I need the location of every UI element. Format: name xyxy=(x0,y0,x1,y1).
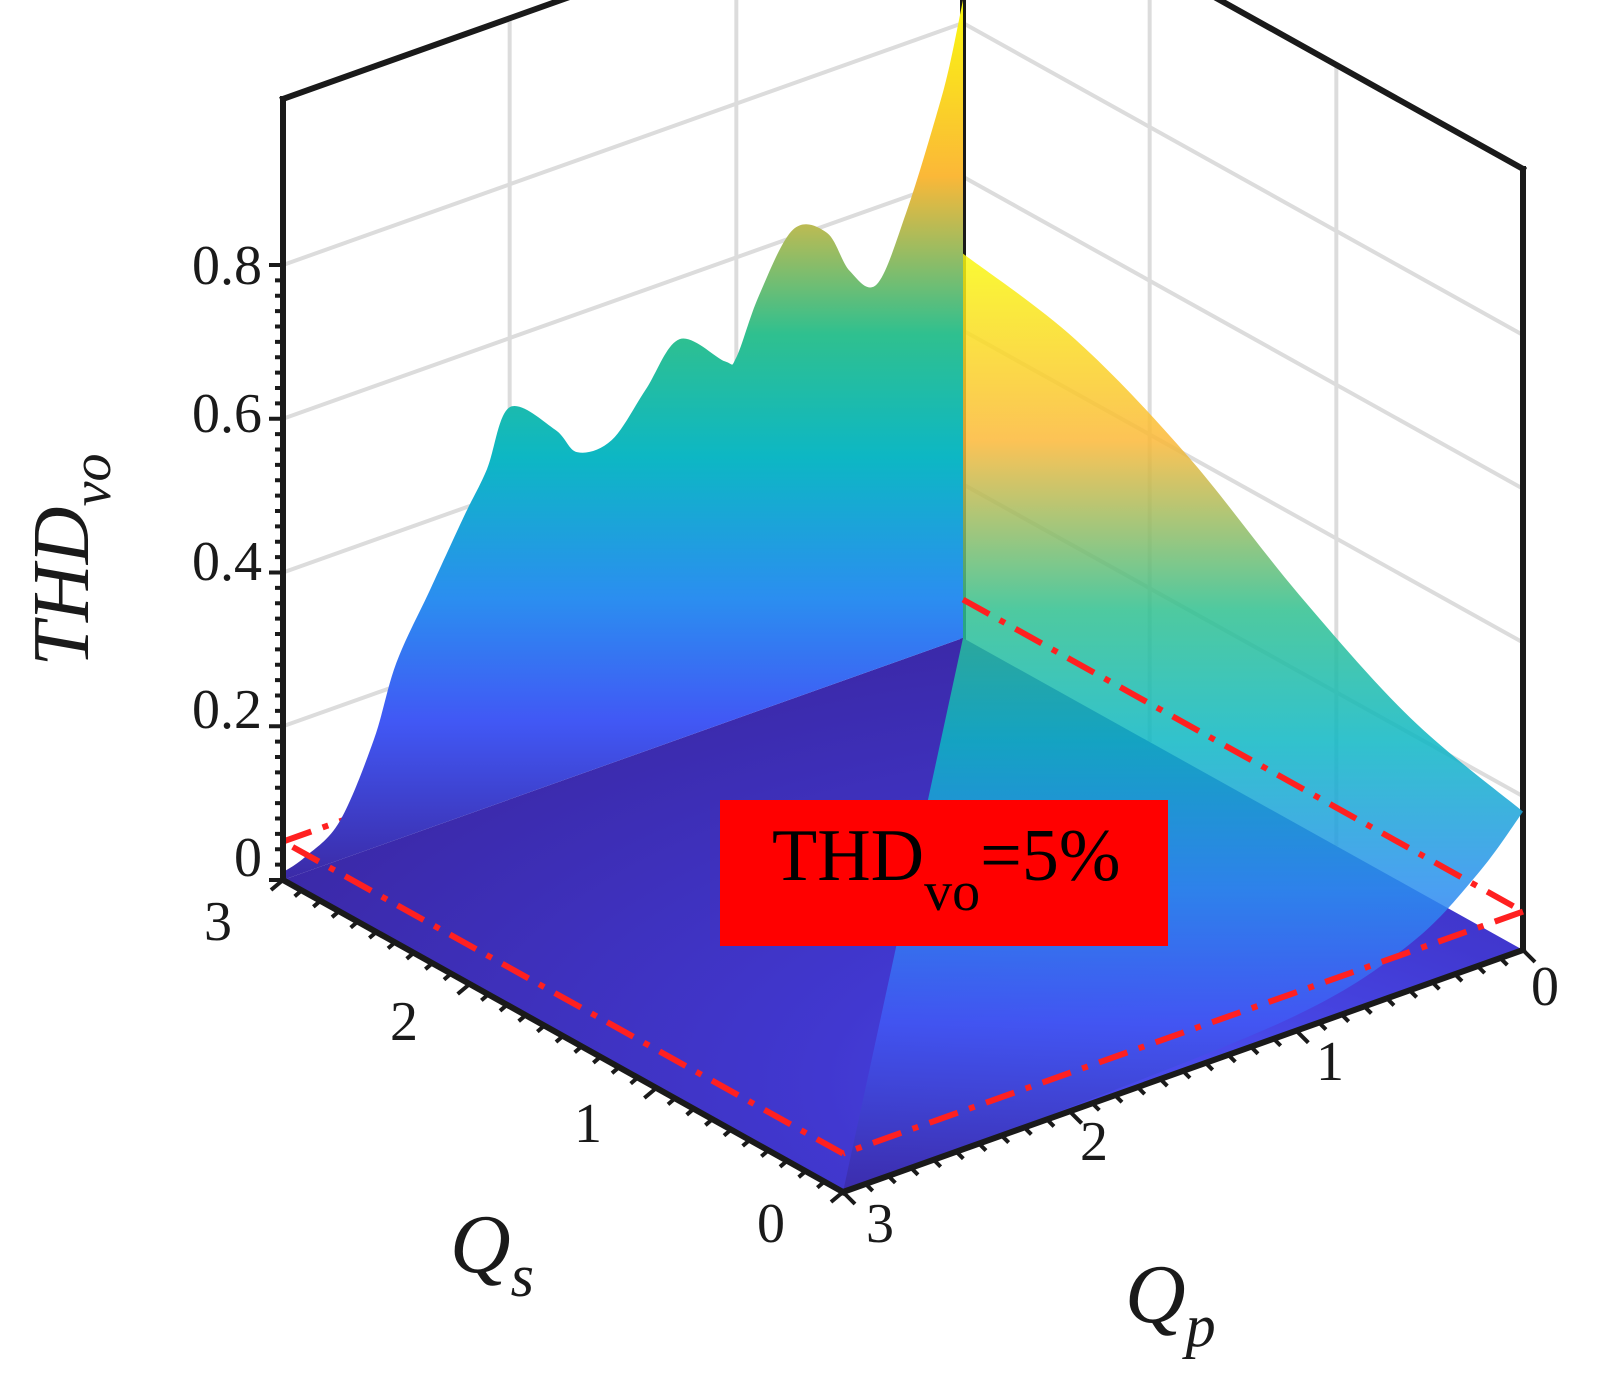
qs-major-tick xyxy=(456,982,471,996)
qp-minor-tick xyxy=(1090,1101,1101,1112)
qs-minor-tick xyxy=(442,972,453,982)
threshold-annotation: THDvo=5% xyxy=(720,800,1168,946)
qs-minor-tick xyxy=(629,1076,639,1086)
qs-minor-tick xyxy=(741,1138,751,1148)
qs-minor-tick xyxy=(722,1128,733,1138)
qp-minor-tick xyxy=(1408,988,1419,999)
qs-minor-tick xyxy=(349,920,359,930)
qp-minor-tick xyxy=(1340,1013,1351,1023)
qs-minor-tick xyxy=(778,1159,789,1169)
qp-minor-tick xyxy=(1317,1021,1328,1032)
z-tick-label: 0.8 xyxy=(192,235,262,297)
qp-minor-tick xyxy=(886,1174,897,1185)
qp-minor-tick xyxy=(1476,964,1487,975)
qp-minor-tick xyxy=(1498,956,1509,967)
qs-minor-tick xyxy=(405,951,415,961)
qp-minor-tick xyxy=(1385,996,1396,1007)
qp-minor-tick xyxy=(1181,1069,1192,1080)
x-tick-label: 0 xyxy=(1531,956,1559,1018)
qp-minor-tick xyxy=(1272,1037,1283,1048)
qp-minor-tick xyxy=(977,1142,988,1153)
qp-minor-tick xyxy=(1136,1085,1147,1096)
qs-minor-tick xyxy=(760,1148,770,1158)
axis-ticks xyxy=(269,263,1537,1206)
qp-minor-tick xyxy=(1045,1117,1056,1128)
qs-minor-tick xyxy=(293,888,303,898)
z-tick-label: 0.6 xyxy=(192,383,262,445)
qs-minor-tick xyxy=(368,930,378,940)
qp-minor-tick xyxy=(1000,1134,1011,1144)
qs-minor-tick xyxy=(573,1044,583,1054)
qp-major-tick xyxy=(1068,1109,1084,1125)
qs-minor-tick xyxy=(312,899,322,909)
qp-minor-tick xyxy=(1430,980,1441,991)
qs-minor-tick xyxy=(816,1180,826,1190)
qs-minor-tick xyxy=(386,940,397,950)
qs-minor-tick xyxy=(330,909,341,919)
grid-line xyxy=(962,21,1524,337)
qp-minor-tick xyxy=(864,1182,875,1193)
grid-line xyxy=(962,175,1524,491)
qs-minor-tick xyxy=(554,1034,565,1044)
x-tick-label: 2 xyxy=(1080,1111,1108,1173)
y-tick-label: 2 xyxy=(390,991,418,1053)
grid-line xyxy=(282,21,964,267)
qs-minor-tick xyxy=(480,992,490,1002)
qp-minor-tick xyxy=(1362,1005,1373,1015)
qs-minor-tick xyxy=(498,1003,509,1013)
qp-minor-tick xyxy=(1453,972,1464,983)
annotation-label: THDvo=5% xyxy=(772,815,1120,923)
z-tick-label: 0.4 xyxy=(192,531,262,593)
x-tick-label: 3 xyxy=(866,1193,894,1255)
y-tick-labels: 3 2 1 0 xyxy=(204,891,785,1255)
threshold-edge xyxy=(961,596,1525,915)
qp-minor-tick xyxy=(932,1158,943,1169)
z-tick-label: 0 xyxy=(234,827,262,889)
qs-major-tick xyxy=(829,1190,845,1204)
qs-minor-tick xyxy=(704,1117,714,1127)
annotation-box xyxy=(720,800,1168,946)
box-edge xyxy=(279,0,570,103)
box-edge xyxy=(1213,0,1528,174)
surface-wall-back xyxy=(283,0,963,880)
qs-major-tick xyxy=(643,1086,658,1100)
qs-minor-tick xyxy=(424,961,434,971)
qs-minor-tick xyxy=(797,1169,807,1179)
qs-minor-tick xyxy=(536,1024,546,1034)
qs-minor-tick xyxy=(592,1055,602,1065)
grid-line xyxy=(282,174,964,421)
qp-minor-tick xyxy=(1113,1093,1124,1104)
z-axis-title: THDvo xyxy=(18,454,123,667)
z-tick-labels: 0.8 0.6 0.4 0.2 0 xyxy=(192,235,262,889)
qs-minor-tick xyxy=(517,1013,527,1023)
qs-minor-tick xyxy=(666,1096,677,1106)
y-tick-label: 3 xyxy=(204,891,232,953)
threshold-edge xyxy=(281,838,845,1157)
threshold-edge xyxy=(841,908,1525,1157)
y-tick-label: 1 xyxy=(574,1093,602,1155)
qp-major-tick xyxy=(1294,1029,1310,1045)
y-tick-label: 0 xyxy=(757,1193,785,1255)
qp-major-tick xyxy=(841,1190,857,1206)
qs-minor-tick xyxy=(685,1107,695,1117)
y-axis-title: Qs xyxy=(450,1198,534,1309)
qp-major-tick xyxy=(1521,948,1537,964)
qp-minor-tick xyxy=(1249,1045,1260,1056)
qp-minor-tick xyxy=(954,1150,965,1161)
qp-minor-tick xyxy=(1158,1077,1169,1088)
z-tick-label: 0.2 xyxy=(192,679,262,741)
qp-minor-tick xyxy=(1226,1053,1237,1064)
qp-minor-tick xyxy=(1022,1126,1033,1136)
qp-minor-tick xyxy=(909,1166,920,1177)
qs-minor-tick xyxy=(610,1065,621,1075)
qp-minor-tick xyxy=(1204,1061,1215,1072)
x-axis-title: Qp xyxy=(1125,1248,1216,1359)
x-tick-label: 1 xyxy=(1316,1031,1344,1093)
threshold-rectangle-front xyxy=(281,596,1525,1157)
qs-major-tick xyxy=(269,878,285,892)
x-tick-labels: 3 2 1 0 xyxy=(866,956,1559,1255)
